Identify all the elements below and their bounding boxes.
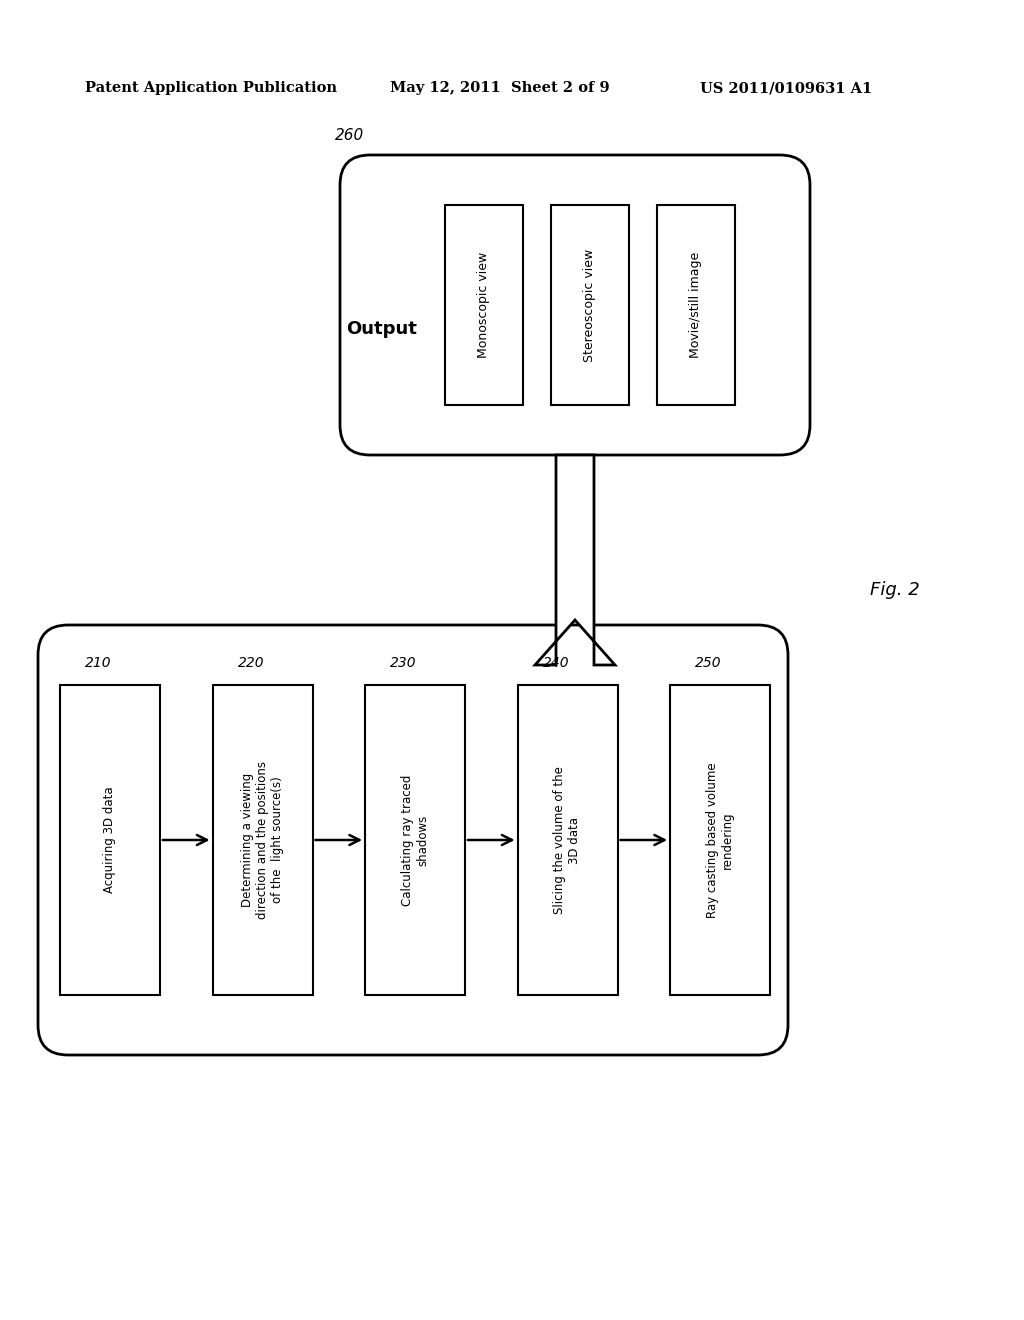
Text: US 2011/0109631 A1: US 2011/0109631 A1 xyxy=(700,81,872,95)
Text: 230: 230 xyxy=(390,656,417,671)
Bar xyxy=(670,685,770,995)
Polygon shape xyxy=(535,455,615,665)
Text: 210: 210 xyxy=(85,656,112,671)
FancyBboxPatch shape xyxy=(340,154,810,455)
Bar xyxy=(445,205,523,405)
Text: Stereoscopic view: Stereoscopic view xyxy=(584,248,597,362)
Bar xyxy=(213,685,312,995)
Bar xyxy=(551,205,629,405)
Bar xyxy=(60,685,160,995)
Text: 250: 250 xyxy=(695,656,722,671)
Bar xyxy=(365,685,465,995)
Text: Ray casting based volume
rendering: Ray casting based volume rendering xyxy=(706,762,734,917)
Text: 220: 220 xyxy=(238,656,264,671)
Bar xyxy=(517,685,617,995)
Text: Monoscopic view: Monoscopic view xyxy=(477,252,490,358)
Text: 240: 240 xyxy=(543,656,569,671)
FancyBboxPatch shape xyxy=(38,624,788,1055)
Text: Calculating ray traced
shadows: Calculating ray traced shadows xyxy=(401,775,429,906)
Text: Acquiring 3D data: Acquiring 3D data xyxy=(103,787,117,894)
Text: 260: 260 xyxy=(335,128,365,143)
Text: Output: Output xyxy=(346,319,418,338)
Text: Patent Application Publication: Patent Application Publication xyxy=(85,81,337,95)
Text: Movie/still image: Movie/still image xyxy=(689,252,702,358)
Bar xyxy=(657,205,735,405)
Text: Determining a viewing
direction and the positions
of the  light source(s): Determining a viewing direction and the … xyxy=(241,762,284,919)
Text: Fig. 2: Fig. 2 xyxy=(870,581,920,599)
Text: May 12, 2011  Sheet 2 of 9: May 12, 2011 Sheet 2 of 9 xyxy=(390,81,609,95)
Text: Slicing the volume of the
3D data: Slicing the volume of the 3D data xyxy=(554,766,582,913)
